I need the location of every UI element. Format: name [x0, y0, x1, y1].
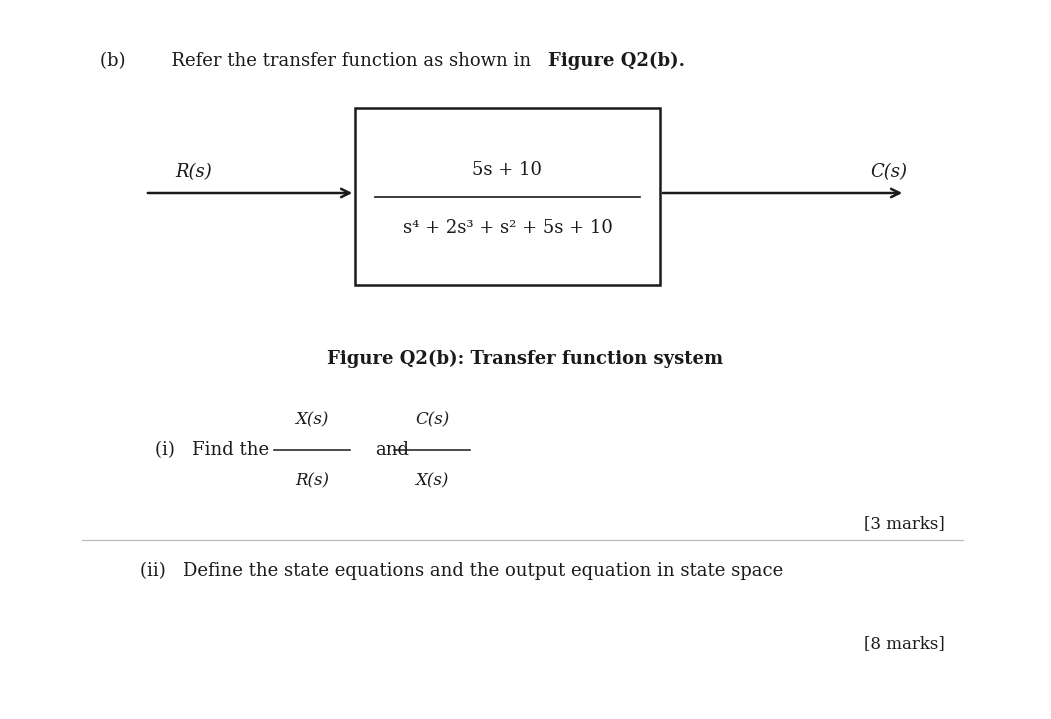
Text: and: and — [375, 441, 409, 459]
Text: Figure Q2(b).: Figure Q2(b). — [548, 52, 685, 70]
Text: C(s): C(s) — [870, 163, 907, 181]
Text: [8 marks]: [8 marks] — [864, 635, 945, 652]
Text: (ii)   Define the state equations and the output equation in state space: (ii) Define the state equations and the … — [140, 562, 783, 580]
Bar — [355, 108, 660, 285]
Text: X(s): X(s) — [415, 472, 449, 489]
Text: [3 marks]: [3 marks] — [864, 515, 945, 532]
Text: Figure Q2(b): Transfer function system: Figure Q2(b): Transfer function system — [327, 350, 723, 368]
Text: R(s): R(s) — [176, 163, 211, 181]
Text: R(s): R(s) — [295, 472, 329, 489]
Text: C(s): C(s) — [415, 411, 449, 428]
Text: (b)        Refer the transfer function as shown in: (b) Refer the transfer function as shown… — [100, 52, 537, 70]
Text: (i)   Find the: (i) Find the — [154, 441, 269, 459]
Text: 5s + 10: 5s + 10 — [473, 161, 542, 179]
Text: s⁴ + 2s³ + s² + 5s + 10: s⁴ + 2s³ + s² + 5s + 10 — [403, 219, 613, 237]
Text: X(s): X(s) — [295, 411, 329, 428]
